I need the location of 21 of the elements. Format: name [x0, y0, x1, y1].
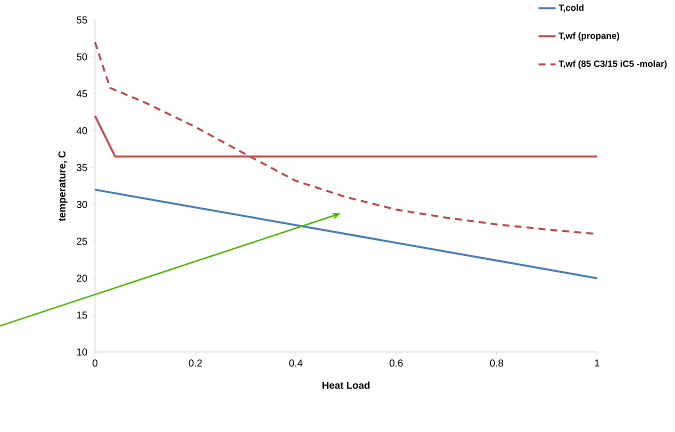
- y-tick-label: 35: [76, 164, 88, 172]
- y-tick-label: 25: [76, 238, 88, 245]
- x-tick-label: 0.6: [390, 360, 403, 367]
- y-tick-label: 40: [76, 127, 88, 134]
- legend-label: T,wf (propane): [558, 32, 620, 41]
- x-tick-label: 0.8: [490, 360, 504, 367]
- x-tick-label: 1: [594, 360, 600, 366]
- y-axis-title: temperature, C: [58, 151, 68, 222]
- x-tick-label: 0.2: [188, 360, 202, 367]
- y-tick-label: 30: [76, 200, 88, 208]
- y-tick-label: 50: [76, 53, 88, 60]
- y-tick-label: 15: [77, 312, 88, 319]
- y-tick-label: 55: [76, 16, 88, 24]
- legend-label: T,wf (85 C3/15 iC5 -molar): [558, 60, 667, 69]
- legend-label: T,cold: [558, 4, 584, 12]
- y-tick-label: 45: [76, 90, 88, 98]
- x-tick-label: 0: [92, 360, 98, 367]
- x-tick-label: 0.4: [289, 360, 302, 367]
- y-tick-label: 10: [77, 348, 88, 356]
- y-tick-label: 20: [76, 274, 88, 282]
- x-axis-title: Heat Load: [322, 381, 370, 389]
